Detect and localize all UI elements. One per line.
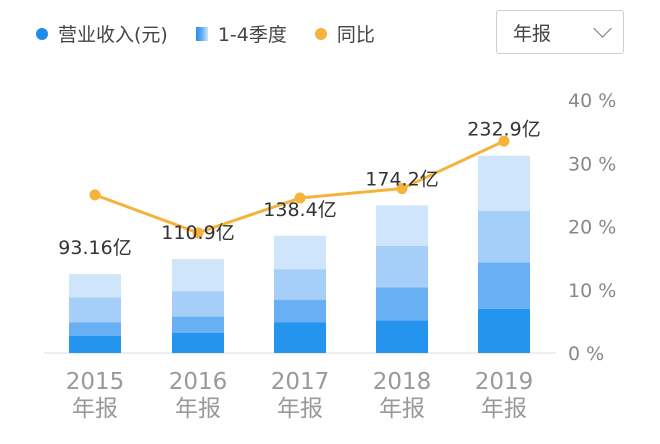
bar-segment-2017-q1[interactable] [274, 322, 326, 353]
yoy-point-2015[interactable] [89, 189, 101, 201]
x-tick-sublabel: 年报 [277, 396, 323, 422]
dropdown-selected-value: 年报 [513, 22, 552, 45]
bar-value-label: 93.16亿 [58, 237, 131, 259]
x-tick-sublabel: 年报 [481, 396, 527, 422]
labels-layer: 40 % 30 % 20 % 10 % 0 % 93.16亿 110.9亿 138.4亿 174… [58, 90, 616, 422]
x-tick-sublabel: 年报 [379, 396, 425, 422]
y-right-tick-label: 20 % [568, 217, 616, 239]
bar-segment-2019-q2[interactable] [478, 262, 530, 309]
bar-segment-2018-q4[interactable] [376, 205, 428, 246]
bar-segment-2018-q2[interactable] [376, 287, 428, 321]
legend-label-revenue: 营业收入(元) [58, 24, 168, 46]
bar-value-label: 138.4亿 [263, 199, 336, 221]
yoy-line-layer [89, 135, 510, 239]
bar-segment-2017-q2[interactable] [274, 299, 326, 323]
yoy-point-2019[interactable] [498, 135, 510, 147]
y-right-tick-label: 0 % [568, 343, 604, 365]
bar-segment-2016-q4[interactable] [172, 259, 224, 292]
bar-segment-2017-q4[interactable] [274, 235, 326, 270]
y-right-tick-label: 40 % [568, 90, 616, 112]
report-period-dropdown[interactable]: 年报 [496, 10, 624, 54]
bar-segment-2019-q4[interactable] [478, 155, 530, 211]
chart-legend: 营业收入(元) 1-4季度 同比 [36, 20, 403, 47]
yoy-dot-icon [314, 27, 327, 40]
x-tick-sublabel: 年报 [175, 396, 221, 422]
bar-segment-2016-q1[interactable] [172, 332, 224, 353]
bar-segment-2018-q1[interactable] [376, 320, 428, 353]
bar-value-label: 174.2亿 [365, 168, 438, 190]
quarter-stack-icon [195, 26, 208, 41]
x-tick-year: 2019 [475, 369, 534, 395]
bar-segment-2016-q2[interactable] [172, 316, 224, 333]
x-tick-year: 2015 [66, 369, 125, 395]
bar-segment-2016-q3[interactable] [172, 291, 224, 317]
revenue-dot-icon [36, 27, 48, 40]
legend-label-yoy: 同比 [336, 24, 375, 46]
bars-layer [44, 155, 556, 354]
x-tick-year: 2018 [373, 369, 432, 395]
bar-segment-2018-q3[interactable] [376, 245, 428, 288]
bar-segment-2015-q1[interactable] [69, 335, 121, 353]
bar-segment-2017-q3[interactable] [274, 269, 326, 300]
bar-segment-2015-q2[interactable] [69, 322, 121, 336]
bar-segment-2015-q4[interactable] [69, 274, 121, 298]
yoy-point-2016[interactable] [192, 227, 204, 239]
legend-item-revenue[interactable]: 营业收入(元) [36, 20, 168, 47]
yoy-point-2017[interactable] [294, 192, 306, 204]
x-tick-year: 2017 [271, 369, 330, 395]
yoy-point-2018[interactable] [396, 183, 408, 195]
bar-value-label: 232.9亿 [467, 119, 540, 141]
bar-segment-2019-q3[interactable] [478, 210, 530, 263]
x-tick-year: 2016 [169, 369, 228, 395]
legend-item-quarters[interactable]: 1-4季度 [195, 20, 287, 47]
y-right-tick-label: 30 % [568, 153, 616, 175]
bar-segment-2015-q3[interactable] [69, 297, 121, 323]
legend-item-yoy[interactable]: 同比 [314, 20, 375, 47]
x-tick-sublabel: 年报 [72, 396, 118, 422]
bar-value-label: 110.9亿 [161, 222, 234, 244]
legend-label-quarters: 1-4季度 [217, 24, 287, 46]
y-right-tick-label: 10 % [568, 280, 616, 302]
bar-segment-2019-q1[interactable] [478, 308, 530, 353]
